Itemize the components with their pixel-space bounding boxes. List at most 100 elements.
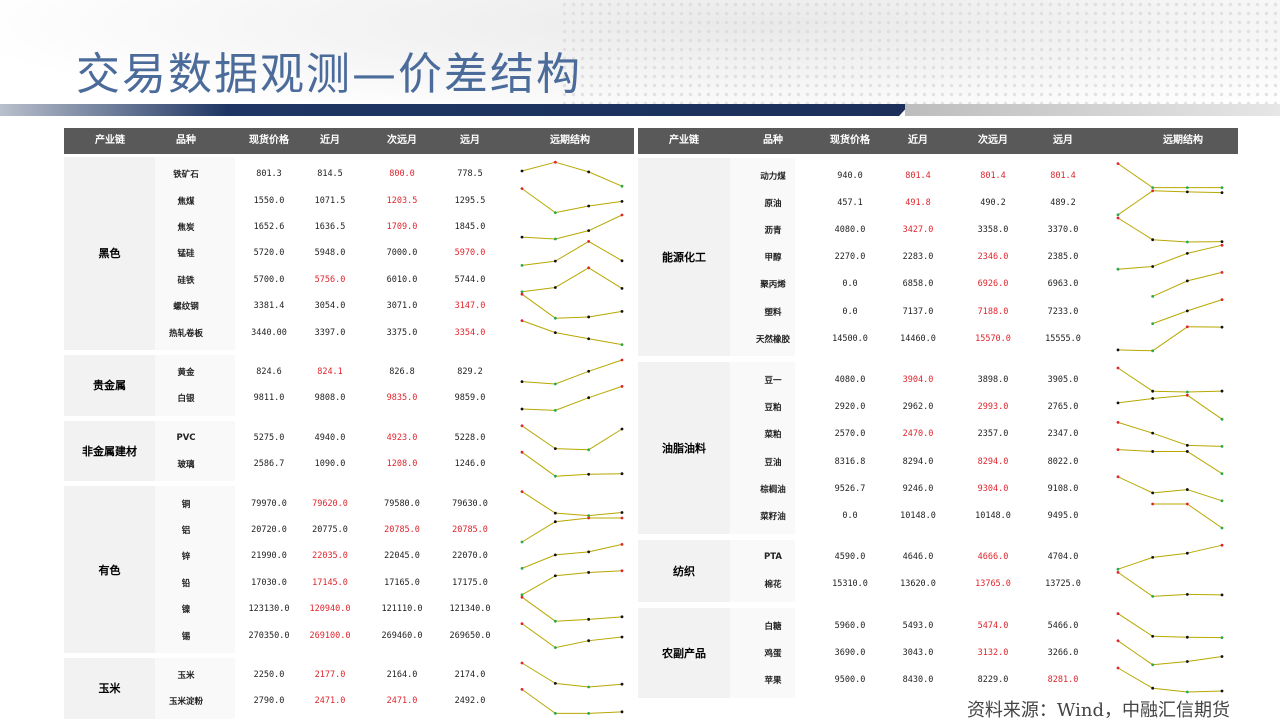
sparkline-segment	[522, 382, 555, 384]
sparkline-point	[587, 712, 590, 715]
sparkline-point	[1151, 687, 1154, 690]
sparkline-point	[521, 451, 524, 454]
sparkline-segment	[1153, 281, 1188, 297]
sparkline-segment	[522, 237, 555, 239]
sparkline-segment	[1153, 191, 1188, 192]
forward-curve-sparklines	[64, 128, 634, 688]
sparkline-segment	[1118, 350, 1153, 351]
sparkline-point	[587, 686, 590, 689]
sparkline-segment	[589, 311, 622, 317]
sparkline-point	[621, 310, 624, 313]
sparkline-point	[521, 490, 524, 493]
sparkline-point	[554, 317, 557, 320]
sparkline-point	[1186, 325, 1189, 328]
sparkline-point	[521, 596, 524, 599]
near-month-cell: 2471.0	[315, 696, 346, 706]
sparkline-point	[1186, 660, 1189, 663]
sparkline-segment	[1187, 445, 1222, 446]
sparkline-point	[1117, 568, 1120, 571]
sparkline-segment	[1187, 300, 1222, 311]
sparkline-segment	[1118, 368, 1153, 391]
sparkline-point	[521, 593, 524, 596]
sparkline-point	[587, 337, 590, 340]
sparkline-point	[1151, 238, 1154, 241]
sparkline-point	[1221, 594, 1224, 597]
sparkline-point	[621, 710, 624, 713]
sparkline-segment	[1187, 657, 1222, 662]
sparkline-segment	[589, 268, 622, 289]
sparkline-point	[554, 238, 557, 241]
sparkline-segment	[522, 162, 555, 171]
sparkline-point	[1221, 298, 1224, 301]
sparkline-point	[1186, 503, 1189, 506]
sparkline-point	[1186, 391, 1189, 394]
sparkline-point	[1186, 450, 1189, 453]
sparkline-point	[1186, 488, 1189, 491]
sparkline-point	[1117, 475, 1120, 478]
sparkline-segment	[555, 619, 588, 621]
sparkline-segment	[522, 522, 555, 542]
sparkline-point	[621, 214, 624, 217]
sparkline-point	[1221, 445, 1224, 448]
sparkline-point	[554, 260, 557, 263]
sparkline-point	[1151, 595, 1154, 598]
sparkline-point	[554, 574, 557, 577]
next-month-cell: 2471.0	[387, 696, 418, 706]
sparkline-segment	[555, 552, 588, 555]
sparkline-point	[621, 428, 624, 431]
sparkline-segment	[555, 572, 588, 575]
sparkline-point	[1151, 186, 1154, 189]
sparkline-segment	[522, 576, 555, 595]
sparkline-segment	[1187, 245, 1222, 253]
sparkline-point	[1186, 444, 1189, 447]
sparkline-segment	[522, 663, 555, 683]
sparkline-point	[1221, 240, 1224, 243]
sparkline-point	[521, 293, 524, 296]
sparkline-point	[1221, 527, 1224, 530]
sparkline-point	[1221, 244, 1224, 247]
sparkline-point	[621, 343, 624, 346]
sparkline-segment	[589, 386, 622, 397]
sparkline-segment	[1153, 636, 1188, 637]
sparkline-segment	[522, 597, 555, 621]
sparkline-point	[1151, 450, 1154, 453]
sparkline-point	[587, 266, 590, 269]
sparkline-point	[1186, 593, 1189, 596]
sparkline-segment	[589, 617, 622, 620]
sparkline-point	[554, 475, 557, 478]
sparkline-segment	[1118, 614, 1153, 637]
sparkline-segment	[1187, 272, 1222, 280]
sparkline-point	[554, 520, 557, 523]
sparkline-segment	[589, 544, 622, 552]
sparkline-segment	[1118, 641, 1153, 665]
sparkline-segment	[1153, 594, 1188, 596]
sparkline-point	[1151, 491, 1154, 494]
sparkline-segment	[589, 684, 622, 687]
sparkline-point	[1117, 667, 1120, 670]
title-underline-bar	[0, 104, 910, 116]
sparkline-segment	[1153, 490, 1188, 493]
sparkline-point	[621, 200, 624, 203]
sparkline-point	[587, 473, 590, 476]
sparkline-segment	[555, 241, 588, 261]
sparkline-segment	[1118, 450, 1153, 452]
sparkline-point	[1186, 186, 1189, 189]
page-title: 交易数据观测—价差结构	[76, 38, 582, 102]
sparkline-segment	[555, 518, 588, 522]
sparkline-point	[1186, 241, 1189, 244]
sparkline-segment	[1187, 395, 1222, 419]
sparkline-segment	[522, 261, 555, 265]
sparkline-point	[1186, 279, 1189, 282]
sparkline-point	[521, 236, 524, 239]
sparkline-point	[1151, 322, 1154, 325]
sparkline-point	[587, 551, 590, 554]
sparkline-point	[1117, 367, 1120, 370]
sparkline-point	[1151, 663, 1154, 666]
sparkline-point	[1186, 552, 1189, 555]
sparkline-point	[521, 380, 524, 383]
sparkline-point	[1186, 309, 1189, 312]
sparkline-point	[587, 514, 590, 517]
sparkline-point	[1221, 191, 1224, 194]
sparkline-point	[1151, 397, 1154, 400]
sparkline-point	[587, 396, 590, 399]
